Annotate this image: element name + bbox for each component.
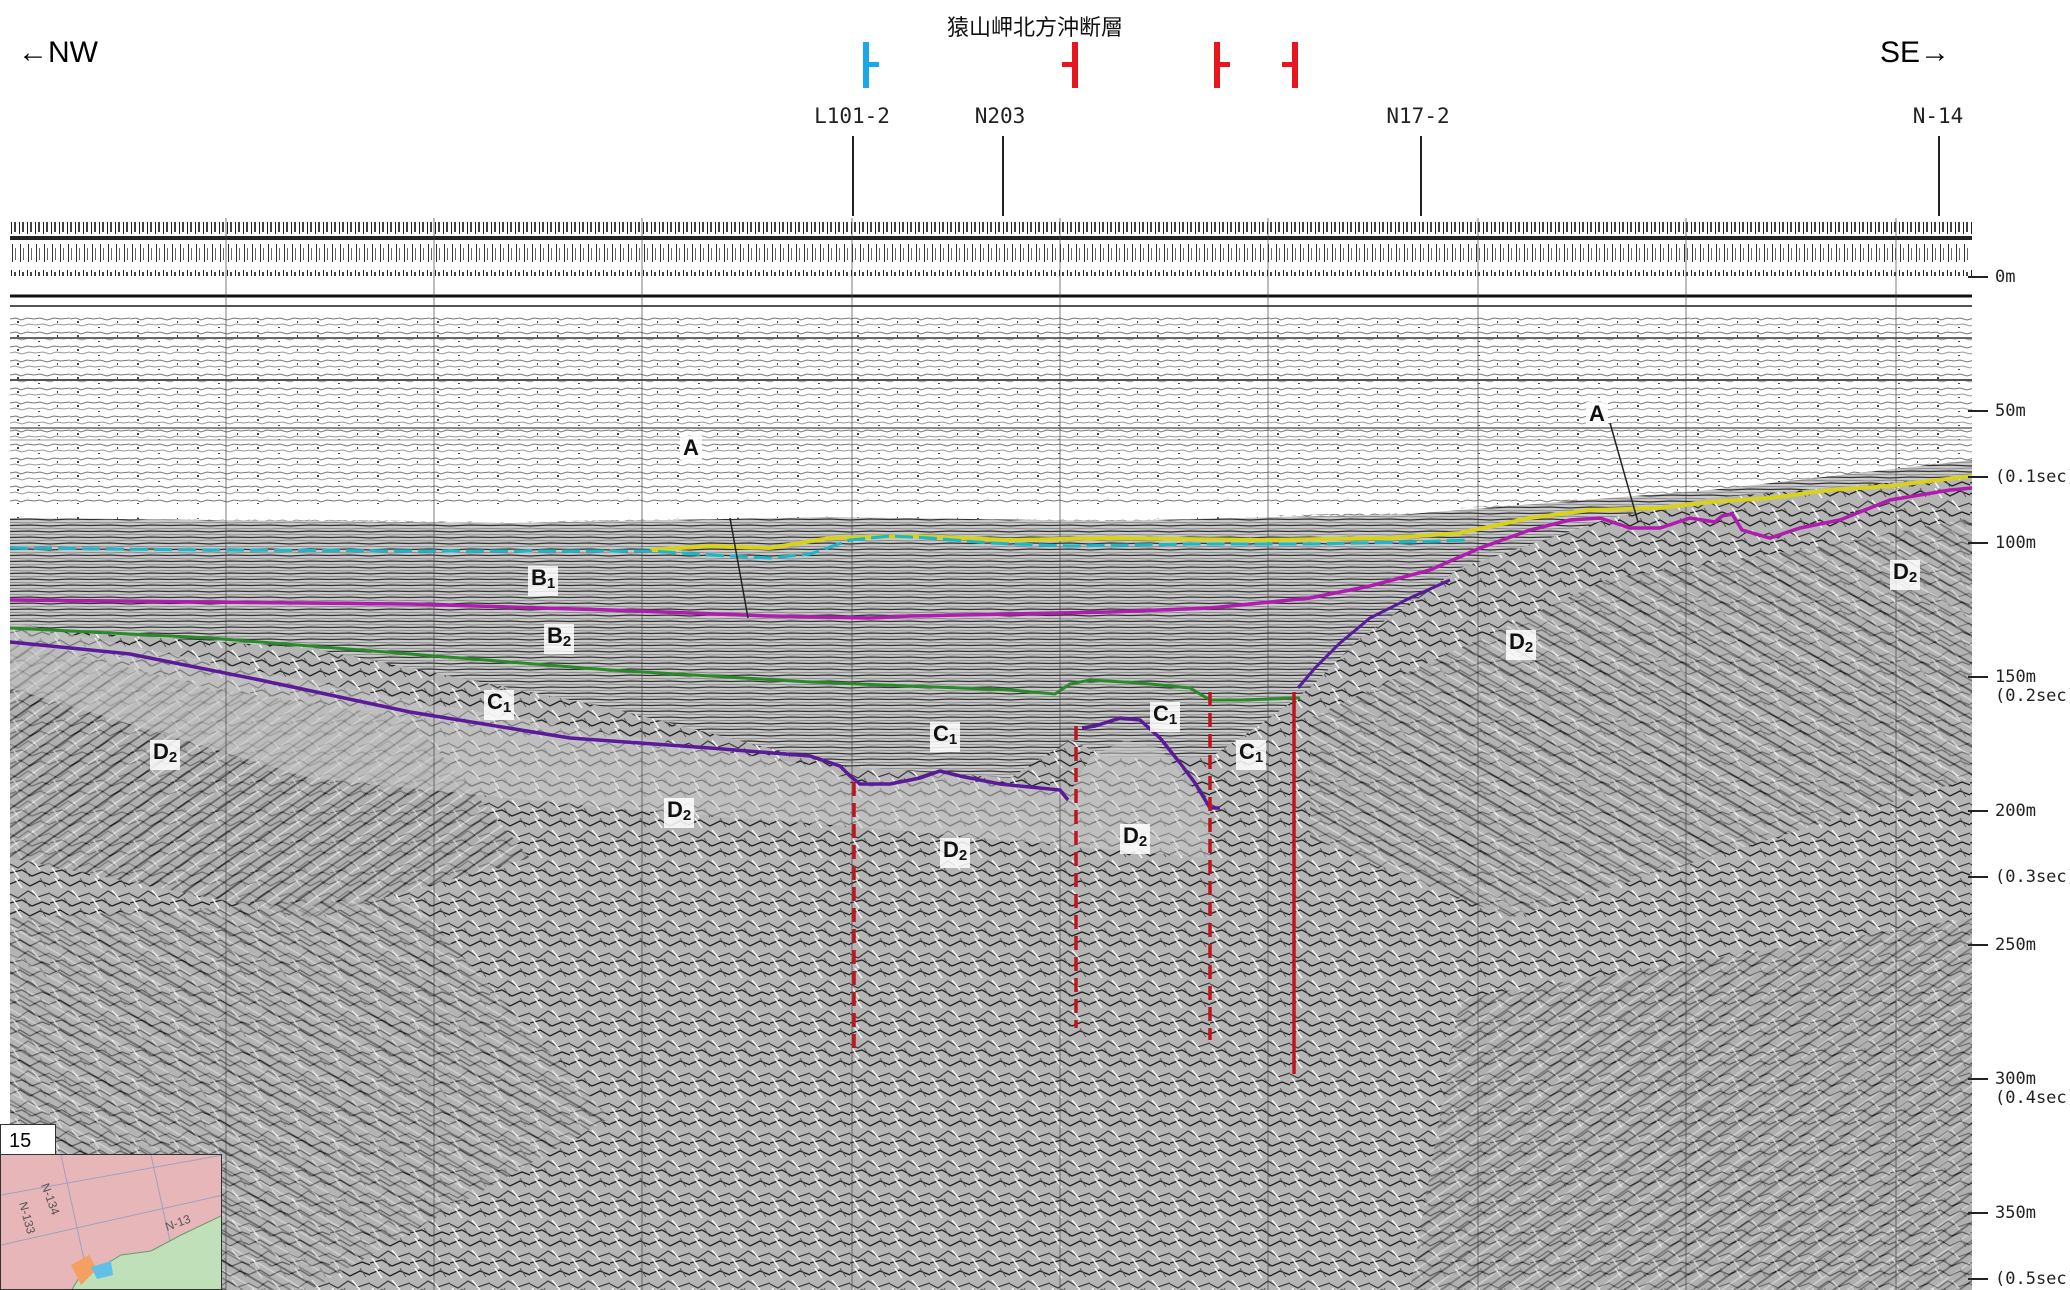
fault-marker-red-2	[1204, 42, 1230, 90]
depth-tick	[1968, 542, 1988, 544]
crossline-label: L101-2	[814, 104, 890, 128]
depth-tick	[1968, 676, 1988, 678]
depth-tick	[1968, 1078, 1988, 1080]
unit-label-D2: D2	[150, 740, 181, 770]
crossline-label: N-14	[1912, 104, 1964, 128]
depth-label: (0.1sec)	[1995, 467, 2070, 487]
unit-label-D2: D2	[664, 798, 695, 828]
depth-label: 50m	[1995, 401, 2026, 421]
depth-label: 200m	[1995, 801, 2036, 821]
seismic-section-graphic	[10, 218, 1972, 1290]
unit-label-D2: D2	[1120, 824, 1151, 854]
direction-left-label: ←NW	[18, 36, 98, 69]
depth-tick	[1968, 276, 1988, 278]
depth-tick	[1968, 476, 1988, 478]
fault-marker-blue	[853, 42, 879, 90]
depth-tick	[1968, 810, 1988, 812]
crossline-marker	[1420, 136, 1422, 216]
depth-label: 300m (0.4sec)	[1995, 1069, 2070, 1108]
unit-label-B2: B2	[544, 624, 575, 654]
depth-label: 250m	[1995, 935, 2036, 955]
unit-label-C1: C1	[484, 690, 515, 720]
unit-label-A: A	[1586, 402, 1608, 426]
depth-label: (0.5sec)	[1995, 1269, 2070, 1289]
unit-label-A: A	[680, 436, 702, 460]
unit-label-C1: C1	[1150, 702, 1181, 732]
depth-label: 150m (0.2sec)	[1995, 667, 2070, 706]
crossline-marker	[852, 136, 854, 216]
depth-tick	[1968, 410, 1988, 412]
unit-label-C1: C1	[930, 722, 961, 752]
inset-map-graphic: N-134 N-133 N-13	[1, 1155, 221, 1289]
unit-label-B1: B1	[528, 566, 559, 596]
crossline-marker	[1002, 136, 1004, 216]
depth-tick	[1968, 1278, 1988, 1280]
depth-tick	[1968, 876, 1988, 878]
inset-location-map: N-134 N-133 N-13	[0, 1154, 222, 1290]
inset-index-label: 15	[0, 1124, 56, 1156]
fault-marker-red-1	[1062, 42, 1088, 90]
unit-label-D2: D2	[940, 838, 971, 868]
unit-label-D2: D2	[1890, 560, 1921, 590]
profile-title: 猿山岬北方沖断層	[946, 16, 1123, 41]
depth-tick	[1968, 944, 1988, 946]
direction-right-label: SE→	[1880, 36, 1951, 69]
unit-label-D2: D2	[1506, 630, 1537, 660]
unit-label-C1: C1	[1236, 740, 1267, 770]
depth-label: 350m	[1995, 1203, 2036, 1223]
depth-tick	[1968, 1212, 1988, 1214]
crossline-marker	[1938, 136, 1940, 216]
seismic-section: A A B1 B2 C1 C1 C1 C1 D2 D2 D2 D2 D2 D2	[10, 218, 1972, 1290]
depth-label: 100m	[1995, 533, 2036, 553]
crossline-label: N203	[974, 104, 1026, 128]
crossline-label: N17-2	[1386, 104, 1450, 128]
depth-label: 0m	[1995, 267, 2016, 287]
depth-label: (0.3sec)	[1995, 867, 2070, 887]
fault-marker-red-3	[1282, 42, 1308, 90]
